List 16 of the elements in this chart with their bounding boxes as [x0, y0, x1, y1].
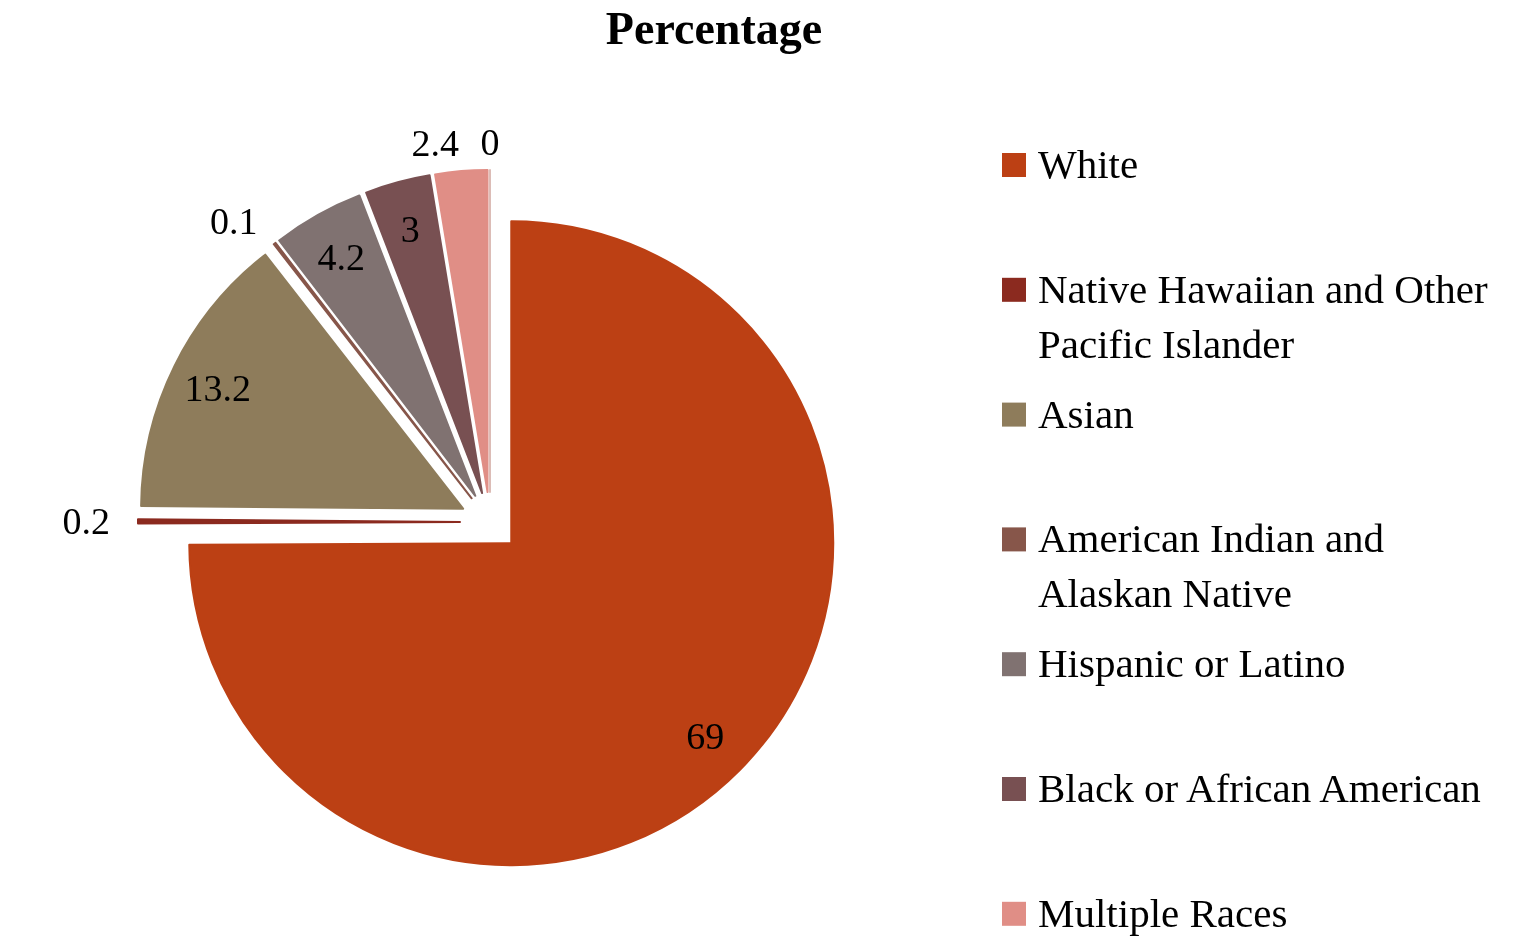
data-label: 69 [686, 715, 725, 758]
chart-title: Percentage [605, 2, 823, 54]
legend-label: Hispanic or Latino [1038, 640, 1346, 687]
text: 0 [480, 121, 500, 163]
legend-label: Multiple Races [1038, 889, 1288, 936]
legend-label: Black or African American [1038, 765, 1481, 811]
data-label: 2.4 [411, 122, 459, 165]
data-label: 3 [400, 207, 420, 250]
data-label: 4.2 [317, 236, 366, 279]
legend-label: White [1038, 141, 1139, 187]
data-label: 13.2 [184, 366, 251, 409]
data-label: 0.2 [62, 500, 110, 543]
data-label: 0.1 [210, 200, 258, 243]
legend-label: Native Hawaiian and Other Pacific Islander [1038, 265, 1489, 367]
legend-label: Asian [1038, 390, 1134, 437]
legend-label: American Indian and Alaskan Native [1038, 515, 1385, 617]
